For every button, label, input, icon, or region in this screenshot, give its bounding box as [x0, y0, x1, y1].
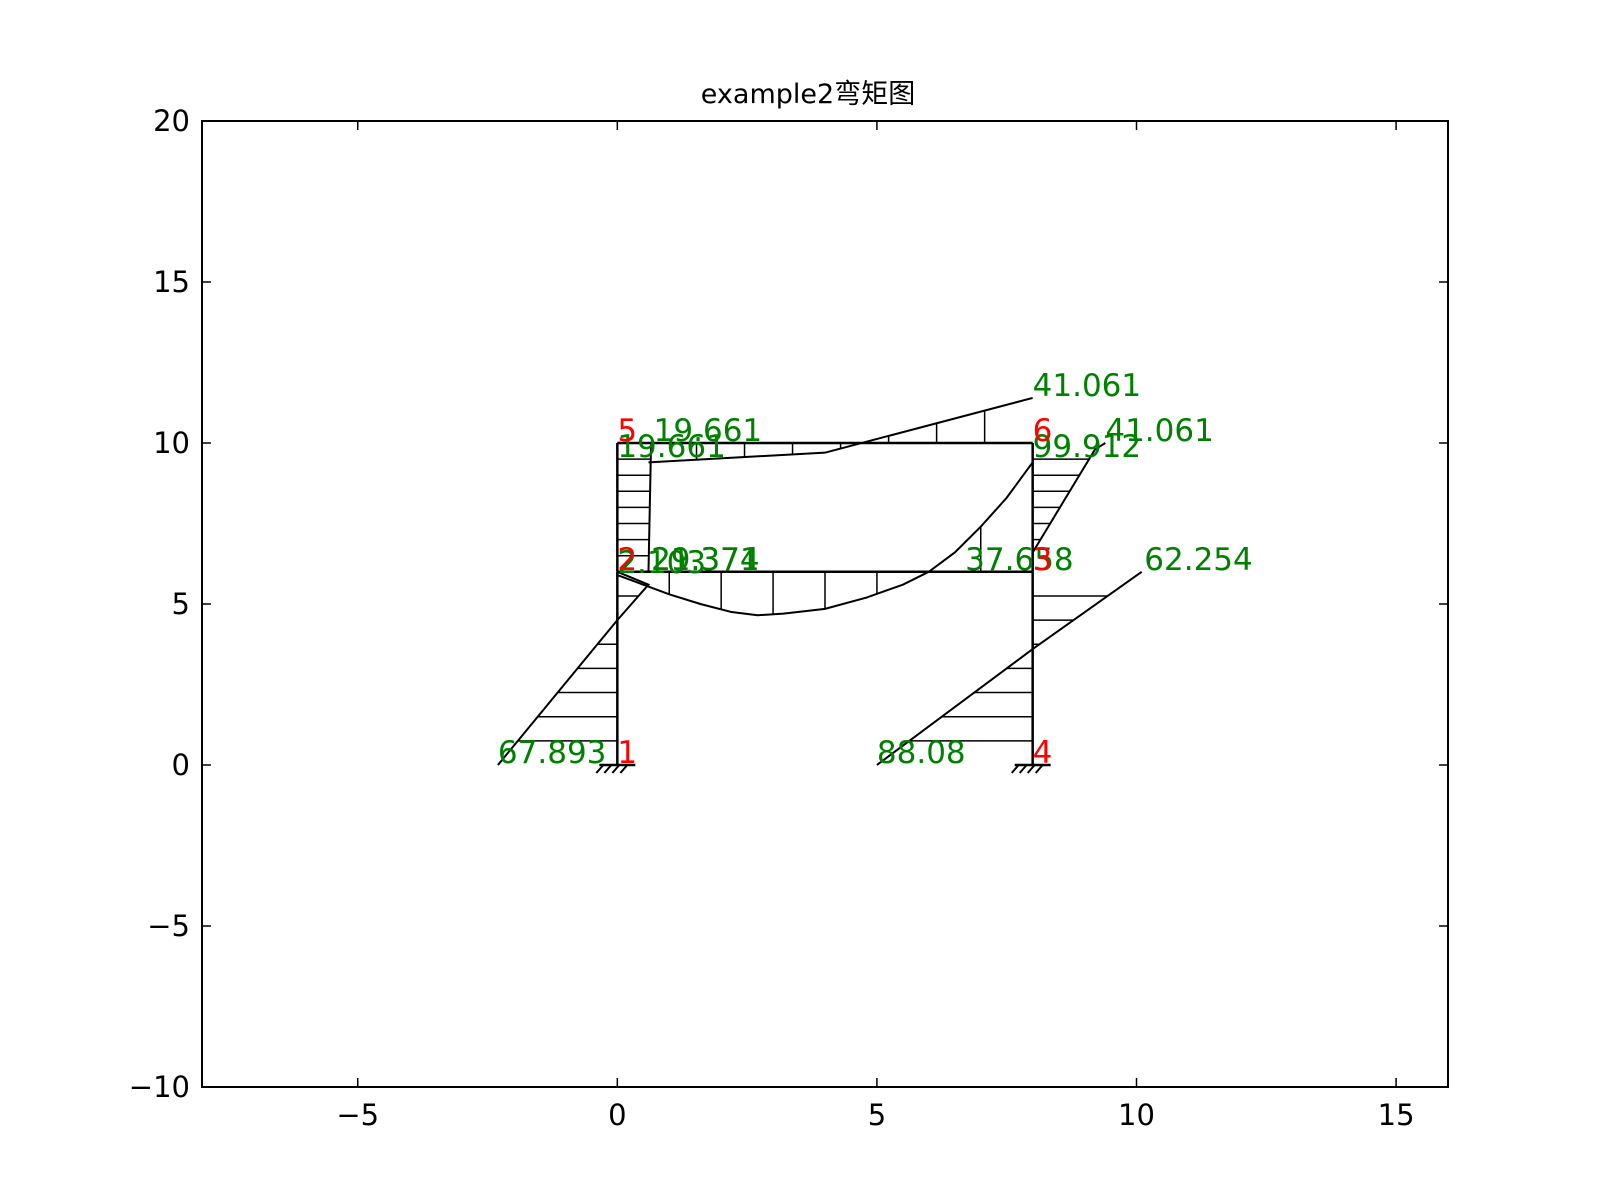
frame-members	[616, 441, 1034, 765]
y-tick-label: −10	[129, 1070, 190, 1104]
support-hatch	[1034, 764, 1044, 774]
moment-value-label: 21.371	[651, 542, 759, 578]
node-label: 6	[1033, 413, 1053, 449]
moment-value-label: 62.254	[1144, 542, 1252, 578]
node-label: 5	[617, 413, 637, 449]
moment-value-label: 41.061	[1105, 413, 1213, 449]
support-hatch	[1018, 764, 1028, 774]
node-label: 3	[1033, 542, 1053, 578]
y-tick-label: 20	[153, 104, 190, 138]
moment-value-label: 99.912	[1033, 429, 1141, 465]
support-hatch	[619, 764, 629, 774]
support-hatch	[1010, 764, 1020, 774]
x-tick-label: 15	[1378, 1098, 1415, 1132]
node-label: 1	[617, 735, 637, 771]
moment-curve-4	[1031, 442, 1106, 553]
node-label: 2	[617, 542, 637, 578]
fixed-supports	[595, 763, 1051, 774]
moment-value-label: 67.893	[498, 735, 606, 771]
moment-diagram	[497, 396, 1143, 766]
x-tick-label: 0	[608, 1098, 626, 1132]
y-tick-label: 10	[153, 426, 190, 460]
x-tick-label: −5	[336, 1098, 379, 1132]
y-tick-label: 5	[172, 587, 190, 621]
moment-value-label: 19.661	[654, 413, 762, 449]
support-hatch	[595, 764, 605, 774]
node-label: 4	[1033, 735, 1053, 771]
y-tick-label: −5	[147, 909, 190, 943]
moment-value-label: 19.661	[617, 429, 725, 465]
moment-value-label: 2.103	[617, 545, 706, 581]
node-labels: 1 2 3 4 5 6	[617, 413, 1052, 771]
y-tick-label: 0	[172, 748, 190, 782]
x-tick-label: 5	[868, 1098, 886, 1132]
moment-value-label: 37.658	[965, 542, 1073, 578]
moment-value-label: 41.061	[1033, 368, 1141, 404]
x-tick-label: 10	[1118, 1098, 1155, 1132]
support-hatch	[1026, 764, 1036, 774]
moment-curve-6	[648, 396, 1033, 464]
chart-title: example2弯矩图	[701, 79, 915, 110]
y-tick-label: 15	[153, 265, 190, 299]
support-hatch	[603, 764, 613, 774]
moment-value-label: 88.08	[877, 735, 966, 771]
moment-value-label: 29.374	[651, 542, 759, 578]
support-hatch	[611, 764, 621, 774]
